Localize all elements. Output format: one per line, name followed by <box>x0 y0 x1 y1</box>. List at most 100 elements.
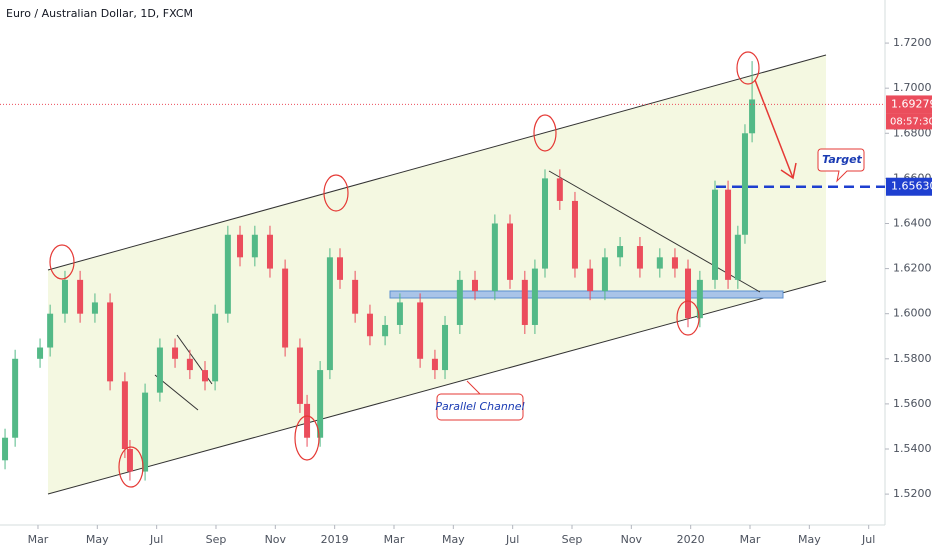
y-tick-label: 1.52000 <box>893 487 932 500</box>
last-price-label: 1.69279 <box>891 97 932 110</box>
candle-body <box>107 302 114 382</box>
candle-body <box>712 189 719 280</box>
circle <box>118 446 144 488</box>
candle-body <box>326 257 333 371</box>
candle-body <box>224 234 231 314</box>
candle-body <box>156 347 163 393</box>
x-tick-label: Mar <box>740 533 761 546</box>
callout-box <box>817 148 865 183</box>
candle-body <box>304 403 311 438</box>
y-tick-label: 1.62000 <box>893 262 932 275</box>
trend-line <box>548 170 761 293</box>
y-tick-label: 1.64000 <box>893 216 932 229</box>
channel-upper <box>47 54 827 271</box>
candle-body <box>382 324 389 337</box>
candle-body <box>237 234 244 258</box>
candle-body <box>336 257 343 280</box>
candle-body <box>617 246 624 258</box>
highlight-circles <box>49 51 760 488</box>
candle-body <box>696 279 703 319</box>
candle-body <box>521 279 528 325</box>
candle-body <box>37 347 44 359</box>
x-tick-label: Mar <box>28 533 49 546</box>
x-tick-label: Sep <box>562 533 583 546</box>
candle-body <box>531 268 538 325</box>
y-tick-label: 1.58000 <box>893 352 932 365</box>
candle-body <box>506 223 513 280</box>
x-tick-label: Jul <box>505 533 519 546</box>
x-tick-label: Jul <box>861 533 875 546</box>
x-tick-label: Jul <box>149 533 163 546</box>
candle-body <box>12 358 19 438</box>
candle-body <box>725 189 732 280</box>
candle-body <box>352 279 359 314</box>
candle-body <box>317 370 324 438</box>
candle-body <box>741 133 748 235</box>
y-tick-label: 1.68000 <box>893 126 932 139</box>
candle-body <box>172 347 179 359</box>
candle-body <box>491 223 498 292</box>
candle-body <box>417 302 424 359</box>
candle-body <box>126 449 133 472</box>
annotation: Parallel Channel <box>435 400 524 413</box>
candle-body <box>571 200 578 269</box>
circle <box>49 244 75 280</box>
x-tick-label: 2020 <box>677 533 705 546</box>
candle-body <box>656 257 663 269</box>
circle <box>323 174 349 212</box>
candle-body <box>186 358 193 371</box>
x-tick-label: Mar <box>384 533 405 546</box>
candle-body <box>542 178 549 269</box>
candle-body <box>296 347 303 404</box>
x-tick-label: Sep <box>206 533 227 546</box>
candle-body <box>556 178 563 201</box>
candle-body <box>396 302 403 325</box>
candle-body <box>442 324 449 371</box>
candle-body <box>587 268 594 292</box>
candle-body <box>212 313 219 382</box>
candle-body <box>61 279 68 314</box>
target-price-box <box>886 177 932 196</box>
last-price-box <box>886 95 932 114</box>
y-tick-label: 1.56000 <box>893 397 932 410</box>
x-tick-label: 2019 <box>321 533 349 546</box>
annotation: Target <box>822 153 862 166</box>
candle-body <box>456 279 463 325</box>
channel-lower <box>47 280 827 495</box>
x-tick-label: Nov <box>265 533 287 546</box>
arrow-shaft <box>754 79 794 179</box>
support-zone <box>389 290 784 299</box>
countdown-box <box>886 113 932 130</box>
y-tick-label: 1.70000 <box>893 81 932 94</box>
candle-body <box>734 234 741 280</box>
chart-title: Euro / Australian Dollar, 1D, FXCM <box>6 7 193 20</box>
circle <box>533 114 557 152</box>
candle-body <box>366 313 373 337</box>
candle-body <box>471 279 478 292</box>
candle-body <box>142 392 149 472</box>
y-tick-label: 1.60000 <box>893 307 932 320</box>
target-price-label: 1.65630 <box>891 180 932 193</box>
candle-body <box>671 257 678 269</box>
candle-body <box>601 257 608 292</box>
candle-body <box>749 99 756 134</box>
arrow-head <box>780 162 797 180</box>
plot <box>2 61 756 481</box>
x-tick-label: May <box>798 533 821 546</box>
y-tick-label: 1.54000 <box>893 442 932 455</box>
circle <box>676 300 700 336</box>
candle-body <box>636 246 643 269</box>
callout-pointer <box>466 380 481 395</box>
target-callout: Target <box>817 148 865 183</box>
target-arrow <box>754 79 797 180</box>
candle-body <box>47 313 54 348</box>
candle-body <box>2 437 9 461</box>
candle-body <box>431 358 438 371</box>
countdown-label: 08:57:30 <box>890 116 932 127</box>
channel-callout: Parallel Channel <box>435 380 525 421</box>
circle <box>294 415 320 461</box>
candle-body <box>202 370 209 382</box>
y-tick-label: 1.72000 <box>893 36 932 49</box>
x-tick-label: May <box>86 533 109 546</box>
